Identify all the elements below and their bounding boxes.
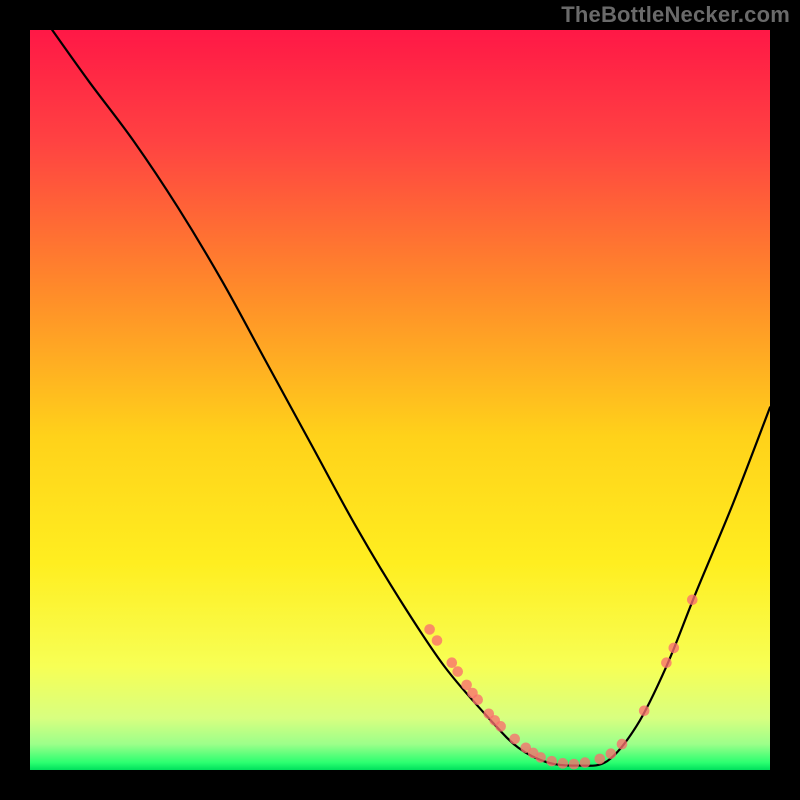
data-marker — [472, 694, 483, 705]
data-marker — [452, 666, 463, 677]
data-marker — [661, 657, 672, 668]
data-marker — [558, 758, 569, 769]
watermark-text: TheBottleNecker.com — [561, 2, 790, 28]
plot-area — [30, 30, 770, 770]
data-marker — [509, 734, 520, 745]
data-marker — [687, 595, 698, 606]
data-marker — [639, 706, 650, 717]
bottleneck-curve — [52, 30, 770, 766]
data-marker — [495, 721, 506, 732]
data-marker — [606, 748, 617, 759]
data-marker — [617, 739, 628, 750]
curve-layer — [30, 30, 770, 770]
data-markers — [424, 595, 697, 770]
data-marker — [595, 754, 606, 765]
root-stage: TheBottleNecker.com — [0, 0, 800, 800]
data-marker — [535, 752, 546, 763]
data-marker — [569, 759, 580, 770]
data-marker — [432, 635, 443, 646]
data-marker — [546, 756, 557, 767]
data-marker — [669, 643, 680, 654]
data-marker — [424, 624, 435, 635]
data-marker — [447, 657, 458, 668]
data-marker — [580, 757, 591, 768]
